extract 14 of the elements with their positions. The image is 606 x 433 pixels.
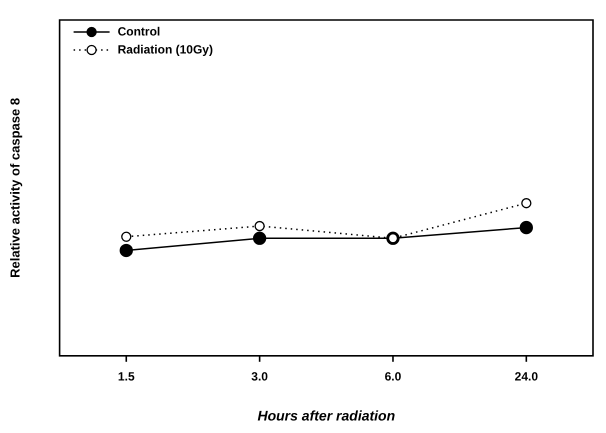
x-axis-title: Hours after radiation — [257, 407, 396, 424]
point — [521, 198, 532, 208]
x-tick-label: 6.0 — [384, 369, 402, 384]
x-tick-label: 1.5 — [118, 369, 135, 384]
point — [520, 220, 533, 234]
point — [252, 232, 266, 245]
y-axis-title: Relative activity of caspase 8 — [7, 98, 22, 278]
x-tick-label: 3.0 — [251, 369, 268, 384]
legend-label: Radiation (10Gy) — [118, 42, 213, 56]
point — [121, 232, 132, 242]
point — [120, 244, 133, 258]
point — [254, 220, 265, 232]
legend-label: Control — [118, 24, 160, 38]
x-tick-label: 24.0 — [514, 369, 538, 384]
